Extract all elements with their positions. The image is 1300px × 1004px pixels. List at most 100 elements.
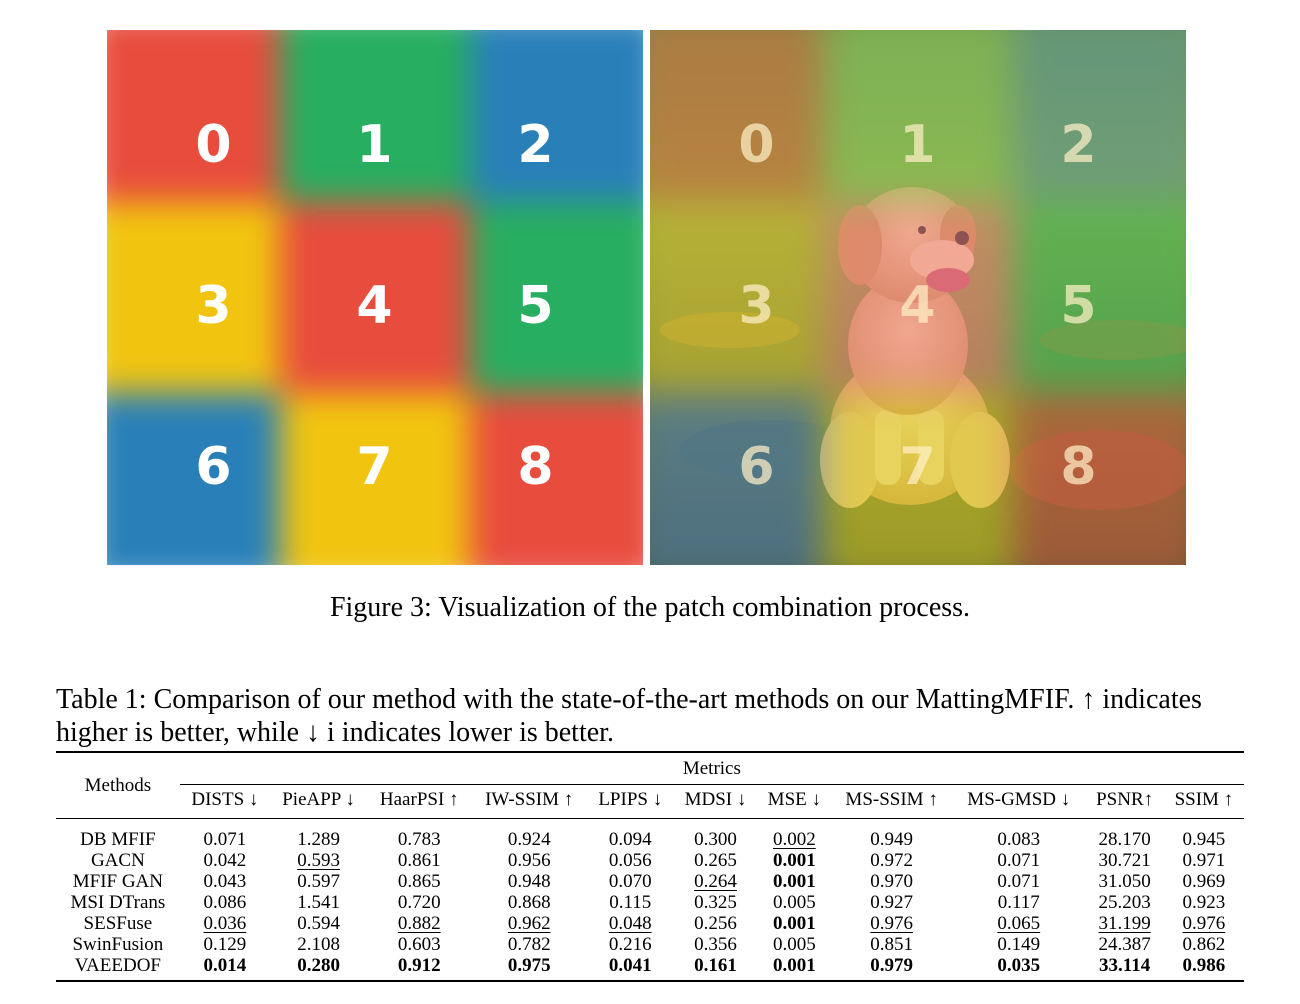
table-cell: 0.036 — [180, 913, 270, 934]
patch-cell-7 — [279, 392, 471, 565]
overlay-patch-number-labels: 0 1 2 3 4 5 6 7 8 — [650, 30, 1186, 565]
metric-value: 0.065 — [997, 913, 1041, 934]
metric-value: 0.924 — [507, 829, 551, 850]
metric-value: 0.861 — [397, 850, 441, 871]
table-cell: 0.005 — [757, 934, 831, 955]
left-patch-number-8: 8 — [517, 436, 554, 497]
table-cell: 0.117 — [952, 892, 1085, 913]
metric-value: 25.203 — [1098, 892, 1151, 913]
metric-value: 0.014 — [203, 955, 247, 976]
left-patch-number-6: 6 — [195, 436, 232, 497]
table-cell: 30.721 — [1086, 850, 1164, 871]
metric-column-header: DISTS ↓ — [191, 789, 259, 810]
table-cell: 31.050 — [1086, 871, 1164, 892]
right-patch-number-1: 1 — [899, 114, 936, 175]
metric-value: 0.882 — [397, 913, 441, 934]
left-patch-number-2: 2 — [517, 114, 554, 175]
patch-cell-0 — [650, 30, 823, 203]
metric-value: 0.975 — [507, 955, 551, 976]
patch-cell-7 — [822, 392, 1014, 565]
methods-header: Methods — [56, 751, 180, 819]
figure-patch-combination: 0 1 2 3 4 5 6 7 8 — [107, 30, 1186, 565]
right-patch-number-4: 4 — [899, 275, 936, 336]
metric-value: 0.001 — [772, 913, 816, 934]
method-name: SESFuse — [83, 913, 153, 934]
metric-value: 0.356 — [694, 934, 737, 955]
table-row: SwinFusion 0.129 2.108 0.603 0.782 0.216 0.356… — [56, 934, 1244, 955]
patch-cell-4 — [822, 202, 1014, 393]
table-cell: 0.325 — [674, 892, 758, 913]
method-name: GACN — [90, 850, 145, 871]
table-cell: 0.865 — [367, 871, 471, 892]
metric-value: 0.043 — [203, 871, 247, 892]
metric-value: 0.094 — [608, 829, 652, 850]
metric-value: 0.071 — [997, 850, 1041, 871]
table-cell: 28.170 — [1086, 819, 1164, 850]
left-patch-number-7: 7 — [356, 436, 393, 497]
right-patch-number-6: 6 — [738, 436, 775, 497]
metric-column-header: SSIM ↑ — [1174, 789, 1234, 810]
metric-value: 0.970 — [870, 871, 913, 892]
method-name: DB MFIF — [80, 829, 156, 850]
table-cell: 0.956 — [471, 850, 587, 871]
metric-value: 0.949 — [870, 829, 913, 850]
metric-value: 0.086 — [203, 892, 247, 913]
table-cell: 0.962 — [471, 913, 587, 934]
patch-overlay-photo-panel: 0 1 2 3 4 5 6 7 8 — [650, 30, 1186, 565]
table-cell: 0.924 — [471, 819, 587, 850]
patch-cell-1 — [822, 30, 1014, 203]
metric-column-header: IW-SSIM ↑ — [485, 789, 574, 810]
right-patch-number-3: 3 — [738, 275, 775, 336]
table-cell: 0.976 — [831, 913, 952, 934]
table-cell: 24.387 — [1086, 934, 1164, 955]
metric-column-header: PieAPP ↓ — [282, 789, 355, 810]
metric-value: 2.108 — [297, 934, 340, 955]
metric-value: 0.036 — [203, 913, 247, 934]
table-cell: 0.868 — [471, 892, 587, 913]
right-patch-number-2: 2 — [1060, 114, 1097, 175]
table-cell: 0.948 — [471, 871, 587, 892]
method-name: VAEEDOF — [74, 955, 161, 976]
table-cell: 0.048 — [587, 913, 673, 934]
metric-value: 0.280 — [297, 955, 340, 976]
patch-cell-6 — [107, 392, 280, 565]
metric-value: 0.868 — [507, 892, 551, 913]
table-cell: 1.541 — [270, 892, 367, 913]
table-cell: 25.203 — [1086, 892, 1164, 913]
table-cell: 0.071 — [952, 871, 1085, 892]
table-cell: 0.280 — [270, 955, 367, 981]
table-cell: 0.782 — [471, 934, 587, 955]
metric-value: 0.782 — [507, 934, 551, 955]
metric-value: 1.289 — [297, 829, 340, 850]
table-cell: 2.108 — [270, 934, 367, 955]
metric-value: 0.041 — [608, 955, 652, 976]
method-name: MFIF GAN — [72, 871, 164, 892]
metric-value: 0.927 — [870, 892, 913, 913]
method-name: MSI DTrans — [70, 892, 166, 913]
table-cell: 0.014 — [180, 955, 270, 981]
table-row: DB MFIF 0.071 1.289 0.783 0.924 0.094 0.300 0.0… — [56, 819, 1244, 850]
patch-number-labels: 0 1 2 3 4 5 6 7 8 — [107, 30, 643, 565]
table-cell: 0.043 — [180, 871, 270, 892]
metric-value: 0.948 — [507, 871, 551, 892]
table-cell: 0.002 — [757, 819, 831, 850]
table-cell: 0.086 — [180, 892, 270, 913]
table-cell: 0.986 — [1164, 955, 1244, 981]
patch-cell-5 — [470, 202, 643, 393]
metric-value: 0.048 — [608, 913, 652, 934]
metric-value: 0.325 — [694, 892, 737, 913]
metric-value: 0.256 — [694, 913, 737, 934]
metric-value: 0.001 — [772, 871, 816, 892]
table-cell: 0.861 — [367, 850, 471, 871]
metric-value: 0.865 — [397, 871, 441, 892]
metric-value: 0.597 — [297, 871, 340, 892]
table-cell: 0.001 — [757, 850, 831, 871]
table-cell: 0.720 — [367, 892, 471, 913]
table-cell: 0.264 — [674, 871, 758, 892]
left-patch-number-5: 5 — [517, 275, 554, 336]
metric-value: 0.976 — [1182, 913, 1226, 934]
results-table: Methods Metrics DISTS ↓ PieAPP ↓ HaarPSI ↑… — [56, 751, 1244, 982]
table-cell: 0.972 — [831, 850, 952, 871]
metric-value: 1.541 — [297, 892, 340, 913]
metric-value: 0.071 — [997, 871, 1041, 892]
